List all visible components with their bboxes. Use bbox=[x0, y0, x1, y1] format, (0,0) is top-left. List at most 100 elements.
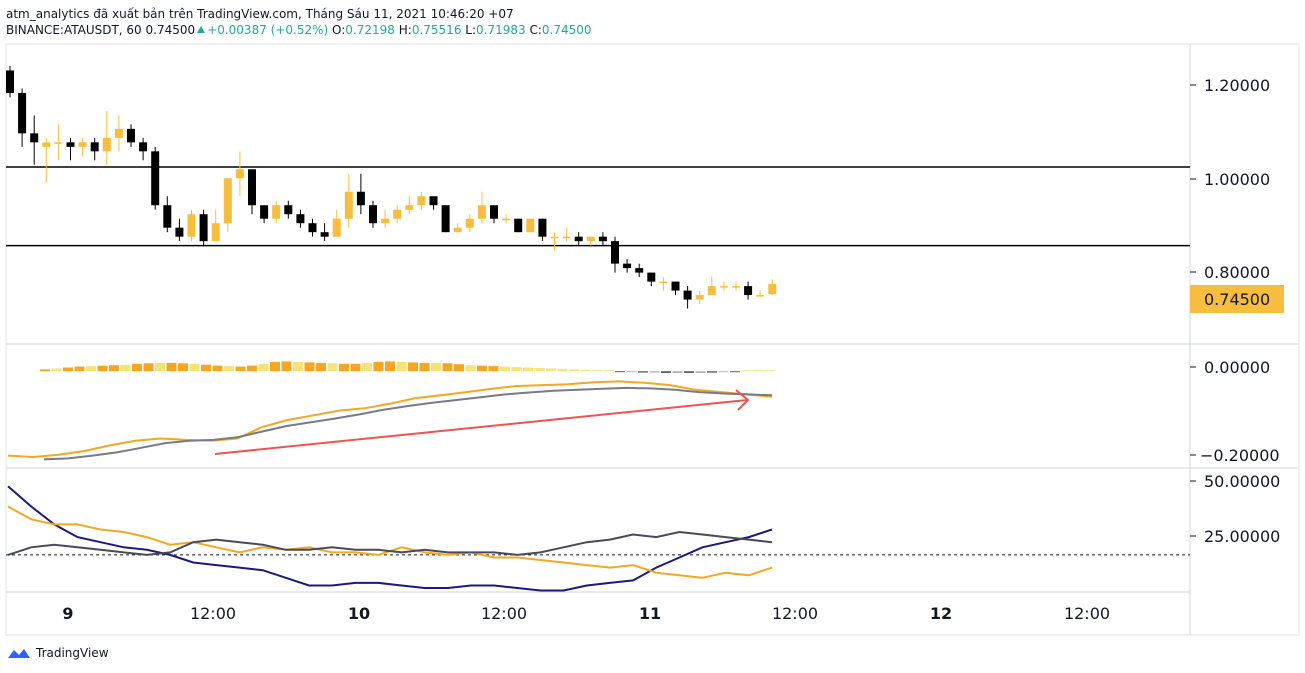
time-label-day: 12 bbox=[930, 604, 952, 623]
dmi-line bbox=[7, 530, 773, 556]
histogram-bar bbox=[350, 363, 361, 372]
histogram-bar bbox=[500, 366, 510, 372]
candle-body bbox=[223, 178, 232, 224]
low-value: 0.71983 bbox=[476, 23, 526, 37]
histogram-bar bbox=[546, 368, 556, 372]
candle-body bbox=[659, 281, 668, 284]
trend-arrow-head bbox=[735, 389, 750, 411]
time-axis[interactable]: 9 12:00 10 12:00 11 12:00 12 12:00 bbox=[62, 604, 1110, 623]
candle-body bbox=[248, 169, 256, 206]
histogram-bar bbox=[373, 361, 384, 372]
candle-body bbox=[647, 272, 656, 282]
histogram-bar bbox=[166, 362, 177, 372]
histogram-bar bbox=[523, 367, 533, 372]
high-value: 0.75516 bbox=[411, 23, 462, 37]
candle-body bbox=[732, 286, 740, 288]
histogram-bar bbox=[385, 361, 395, 372]
candle-body bbox=[538, 218, 547, 237]
price-axis[interactable]: 1.20000 1.00000 0.80000 0.74500 bbox=[1190, 76, 1284, 313]
histogram-bar bbox=[442, 363, 453, 372]
histogram-bar bbox=[201, 364, 211, 372]
time-label: 12:00 bbox=[772, 604, 818, 623]
histogram-bar bbox=[109, 365, 119, 372]
histogram-bar bbox=[247, 365, 257, 372]
open-value: 0.72198 bbox=[345, 23, 395, 37]
candle-body bbox=[574, 236, 583, 242]
histogram-bar bbox=[304, 362, 315, 372]
histogram-bar bbox=[684, 371, 694, 374]
candle-body bbox=[114, 128, 123, 138]
histogram-bar bbox=[511, 367, 522, 372]
open-label: O: bbox=[332, 23, 346, 37]
histogram-bar bbox=[339, 363, 349, 372]
candle-body bbox=[611, 241, 619, 264]
candle-body bbox=[151, 151, 160, 206]
candle-body bbox=[199, 214, 208, 242]
histogram-bar bbox=[212, 365, 223, 372]
candle-body bbox=[562, 236, 571, 239]
histogram-bar bbox=[477, 365, 487, 372]
candle-body bbox=[260, 205, 269, 219]
histogram-bar bbox=[40, 369, 50, 372]
histogram-bar bbox=[281, 361, 292, 372]
high-label: H: bbox=[398, 23, 412, 37]
candle-body bbox=[211, 223, 220, 242]
candle-body bbox=[671, 281, 680, 291]
dmi-axis[interactable]: 50.00000 25.00000 bbox=[1190, 472, 1280, 546]
histogram-bar bbox=[569, 369, 579, 372]
histogram-bar bbox=[293, 361, 303, 372]
symbol-label: BINANCE:ATAUSDT, 60 bbox=[6, 23, 142, 37]
histogram-bar bbox=[258, 363, 269, 372]
histogram-bar bbox=[224, 366, 234, 372]
close-value: 0.74500 bbox=[541, 23, 592, 37]
histogram-bar bbox=[120, 364, 131, 372]
candle-body bbox=[623, 263, 632, 269]
candle-body bbox=[272, 205, 281, 219]
candle-body bbox=[102, 137, 111, 152]
price-change: +0.00387 (+0.52%) bbox=[207, 23, 329, 37]
dmi-pane[interactable] bbox=[6, 485, 1190, 592]
candle-body bbox=[502, 218, 511, 221]
candle-body bbox=[707, 286, 716, 296]
dmi-tick-label: 25.00000 bbox=[1204, 527, 1280, 546]
histogram-bar bbox=[396, 361, 407, 372]
price-tick-label: 1.20000 bbox=[1204, 76, 1270, 95]
histogram-bar bbox=[638, 371, 648, 373]
histogram-bar bbox=[189, 363, 200, 372]
histogram-bar bbox=[764, 370, 775, 372]
price-pane[interactable] bbox=[6, 65, 1190, 309]
candle-body bbox=[490, 205, 498, 219]
last-price-badge bbox=[1190, 285, 1284, 313]
histogram-bar bbox=[362, 362, 372, 372]
histogram-bar bbox=[707, 371, 717, 373]
histogram-bar bbox=[419, 362, 430, 372]
histogram-bar bbox=[316, 362, 326, 372]
histogram-bar bbox=[488, 366, 499, 372]
candle-body bbox=[163, 205, 172, 228]
candle-body bbox=[139, 142, 148, 152]
osc-tick-label: 0.00000 bbox=[1204, 358, 1270, 377]
histogram-bar bbox=[626, 371, 637, 373]
candle-body bbox=[441, 205, 450, 233]
candle-body bbox=[683, 290, 692, 300]
candle-body bbox=[768, 283, 777, 295]
histogram-bar bbox=[730, 371, 740, 373]
candle-body bbox=[30, 133, 39, 143]
price-tick-label: 1.00000 bbox=[1204, 170, 1270, 189]
candle-body bbox=[598, 236, 607, 242]
histogram-bar bbox=[649, 371, 660, 373]
histogram-bar bbox=[741, 370, 752, 372]
histogram-bar bbox=[270, 361, 280, 372]
candle-body bbox=[635, 268, 644, 273]
candle-body bbox=[356, 191, 365, 206]
candle-body bbox=[6, 70, 14, 93]
histogram-bar bbox=[695, 371, 706, 374]
tradingview-brand[interactable]: TradingView bbox=[6, 646, 109, 660]
oscillator-axis[interactable]: 0.00000 −0.20000 bbox=[1190, 358, 1280, 465]
histogram-bar bbox=[672, 371, 683, 374]
oscillator-pane[interactable] bbox=[7, 361, 775, 461]
histogram-bar bbox=[465, 365, 476, 372]
histogram-bar bbox=[178, 363, 188, 372]
close-label: C: bbox=[529, 23, 542, 37]
